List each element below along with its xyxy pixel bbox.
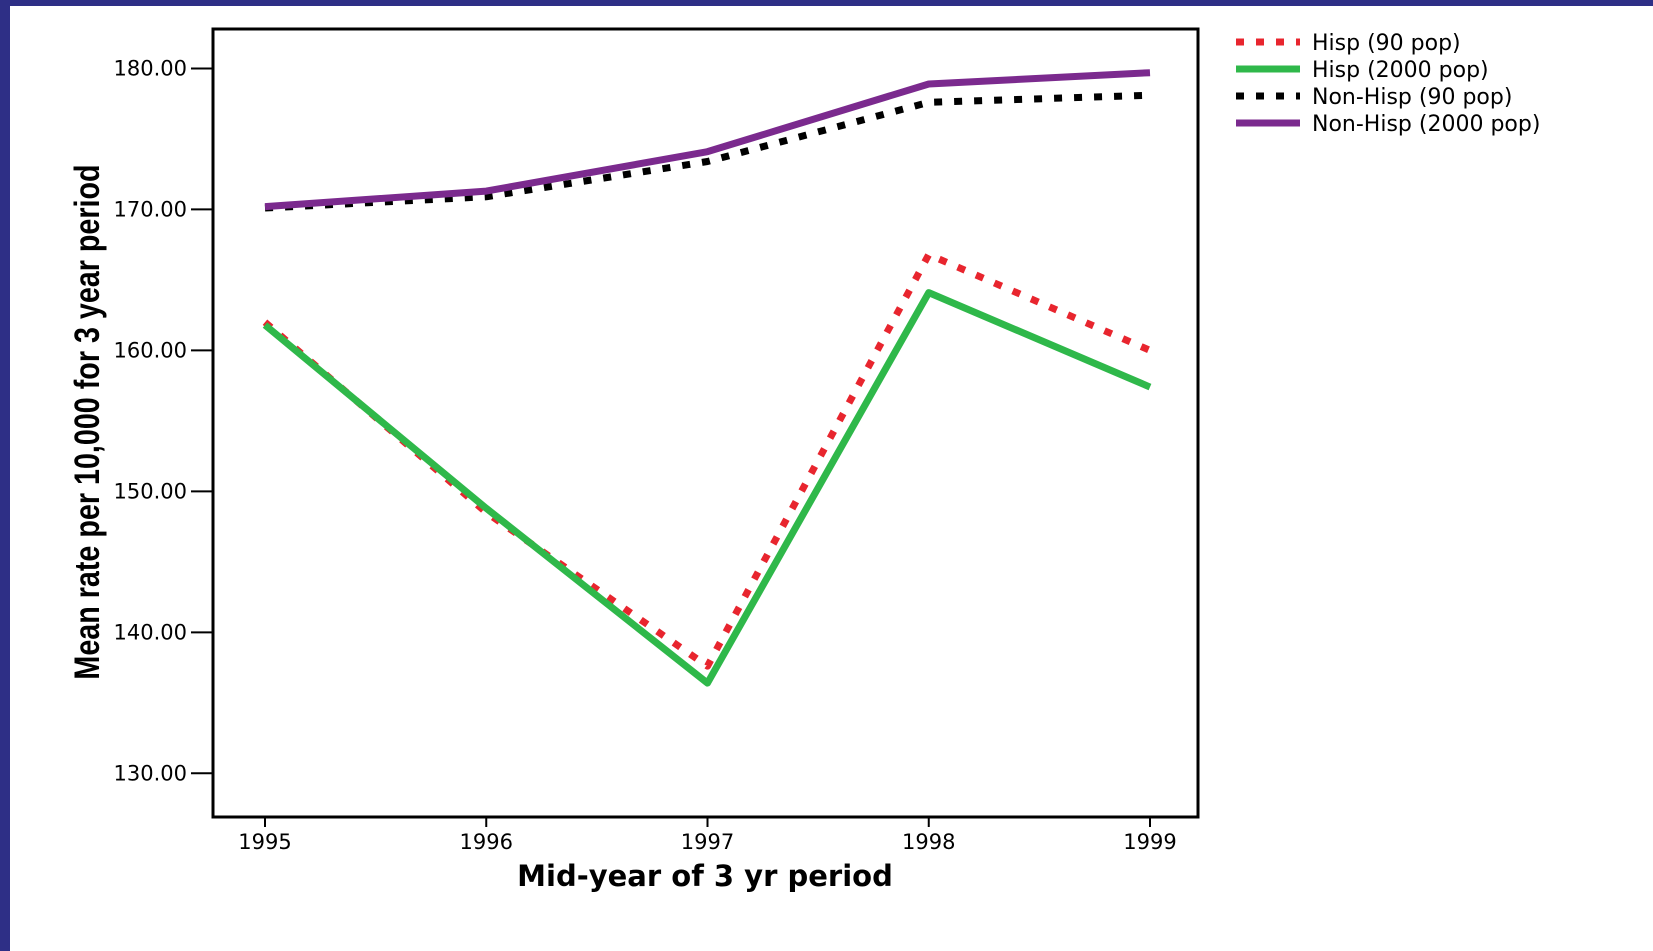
series-line-hisp-90-pop — [262, 251, 1152, 670]
series-line-hisp-2000-pop — [262, 289, 1152, 687]
y-axis-title: Mean rate per 10,000 for 3 year period — [67, 164, 106, 679]
x-tick-label: 1999 — [1123, 830, 1176, 854]
series-line-non-hisp-90-pop — [264, 91, 1151, 212]
y-tick-label: 130.00 — [114, 761, 187, 785]
y-tick-label: 150.00 — [114, 479, 187, 503]
x-axis-title: Mid-year of 3 yr period — [517, 859, 893, 893]
series-line-non-hisp-2000-pop — [264, 69, 1151, 211]
x-tick-label: 1996 — [460, 830, 513, 854]
legend-label-hisp-90-pop: Hisp (90 pop) — [1312, 31, 1461, 56]
slide-frame: 130.00 140.00 150.00 160.00 170.00 180.00 199… — [10, 6, 1653, 951]
y-tick-label: 140.00 — [114, 620, 187, 644]
series-layer — [262, 69, 1152, 687]
y-tick-label: 170.00 — [114, 197, 187, 221]
legend-label-hisp-2000-pop: Hisp (2000 pop) — [1312, 58, 1489, 83]
legend-label-non-hisp-90-pop: Non-Hisp (90 pop) — [1312, 85, 1512, 110]
legend-label-non-hisp-2000-pop: Non-Hisp (2000 pop) — [1312, 112, 1540, 137]
x-tick-label: 1997 — [681, 830, 734, 854]
plot-area — [211, 27, 1200, 819]
y-axis-ticks: 130.00 140.00 150.00 160.00 170.00 180.00 — [114, 56, 213, 785]
line-chart: 130.00 140.00 150.00 160.00 170.00 180.00 199… — [67, 27, 1540, 893]
x-tick-label: 1998 — [902, 830, 955, 854]
x-axis-ticks: 1995 1996 1997 1998 1999 — [238, 817, 1177, 854]
y-tick-label: 180.00 — [114, 56, 187, 80]
legend: Hisp (90 pop)Hisp (2000 pop)Non-Hisp (90… — [1236, 31, 1540, 137]
x-tick-label: 1995 — [238, 830, 291, 854]
y-tick-label: 160.00 — [114, 338, 187, 362]
